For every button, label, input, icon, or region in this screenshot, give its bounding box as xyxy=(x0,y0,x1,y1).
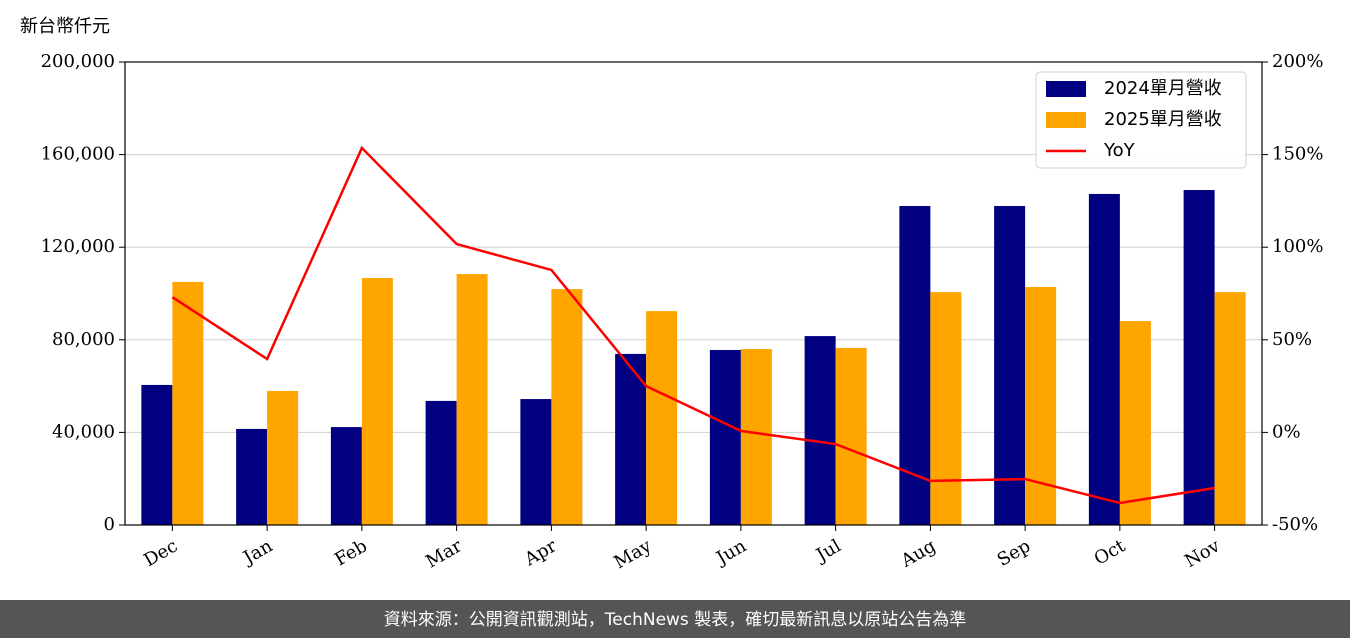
bar xyxy=(1088,193,1120,525)
line xyxy=(171,145,1215,505)
bar xyxy=(646,311,678,525)
bar xyxy=(835,347,867,525)
bar xyxy=(709,349,741,525)
bar xyxy=(551,289,583,525)
bar xyxy=(1025,287,1057,525)
y-tick-label: 40,000 xyxy=(52,421,115,442)
legend-label: YoY xyxy=(1103,140,1136,161)
bar xyxy=(456,274,488,525)
bar xyxy=(1183,190,1215,525)
bar xyxy=(615,353,647,525)
bar xyxy=(520,399,552,525)
plot-frame xyxy=(124,61,1263,526)
x-tick-label: Feb xyxy=(331,535,371,570)
y2-tick-label: -50% xyxy=(1272,514,1318,535)
x-tick-label: Apr xyxy=(520,535,560,570)
bar xyxy=(1119,321,1151,525)
y2-tick-label: 150% xyxy=(1272,144,1323,165)
x-tick-label: Jun xyxy=(711,535,750,570)
bar xyxy=(1214,292,1246,525)
legend-label: 2025單月營收 xyxy=(1104,109,1222,130)
bar xyxy=(804,336,836,525)
x-tick-label: Oct xyxy=(1091,535,1130,570)
y-tick-label: 200,000 xyxy=(41,51,115,72)
x-tick-label: Jul xyxy=(811,535,845,567)
bar xyxy=(330,427,362,525)
x-tick-label: Aug xyxy=(897,535,940,572)
bar xyxy=(361,277,393,525)
y-unit: 新台幣仟元 xyxy=(20,16,110,37)
y-tick-label: 160,000 xyxy=(41,144,115,165)
bar xyxy=(740,349,772,525)
legend-label: 2024單月營收 xyxy=(1104,78,1222,99)
bar xyxy=(236,428,268,525)
x-tick-label: May xyxy=(611,535,656,573)
y-tick-label: 0 xyxy=(104,514,115,535)
y2-tick-label: 0% xyxy=(1272,421,1301,442)
x-tick-label: Jan xyxy=(238,535,276,569)
legend-box xyxy=(1035,71,1247,169)
y-tick-label: 120,000 xyxy=(41,236,115,257)
bar xyxy=(994,205,1026,526)
bar xyxy=(141,384,173,525)
y2-tick-label: 100% xyxy=(1272,236,1323,257)
legend-swatch xyxy=(1046,112,1086,128)
bar xyxy=(930,292,962,525)
bar xyxy=(425,400,457,525)
y-tick-label: 80,000 xyxy=(52,329,115,350)
bar xyxy=(172,281,204,525)
x-tick-label: Mar xyxy=(422,535,466,572)
bar xyxy=(899,205,931,526)
x-tick-label: Sep xyxy=(994,535,1034,570)
source-note: 資料來源：公開資訊觀測站，TechNews 製表，確切最新訊息以原站公告為準 xyxy=(384,610,966,630)
x-tick-label: Nov xyxy=(1181,535,1224,572)
legend-swatch xyxy=(1046,81,1086,97)
bar xyxy=(267,390,299,525)
x-tick-label: Dec xyxy=(140,535,181,571)
footer-bar xyxy=(0,600,1350,638)
y2-tick-label: 50% xyxy=(1272,329,1312,350)
y2-tick-label: 200% xyxy=(1272,51,1323,72)
